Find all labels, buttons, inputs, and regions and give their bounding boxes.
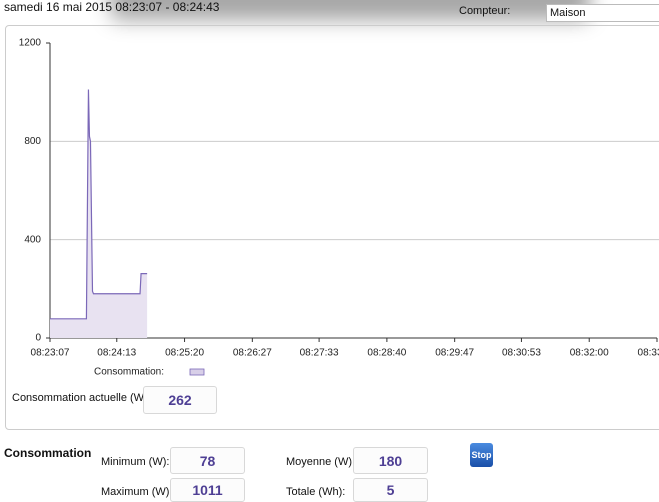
x-tick-label: 08:28:40 (367, 348, 406, 359)
stat-label: Minimum (W): (101, 456, 170, 468)
y-tick-label: 1200 (19, 38, 42, 49)
x-tick-label: 08:23:07 (31, 348, 70, 359)
overlay-shadow (110, 0, 590, 20)
legend-label: Consommation: (94, 367, 164, 378)
chart-panel (5, 25, 659, 430)
x-tick-label: 08:26:27 (233, 348, 272, 359)
x-tick-label: 08:29:47 (435, 348, 474, 359)
stat-value: 180 (353, 447, 428, 474)
x-tick-label: 08:24:13 (97, 348, 136, 359)
counter-label: Compteur: (459, 5, 511, 17)
stat-value: 5 (353, 478, 428, 502)
stat-label: Moyenne (W): (286, 456, 356, 468)
stat-value: 78 (170, 447, 245, 474)
stop-button[interactable]: Stop (470, 443, 493, 467)
counter-input[interactable]: Maison (546, 4, 659, 22)
y-tick-label: 400 (24, 234, 41, 245)
x-tick-label: 08:32:00 (570, 348, 609, 359)
page-title: samedi 16 mai 2015 08:23:07 - 08:24:43 (4, 0, 220, 14)
current-label: Consommation actuelle (W): (12, 392, 151, 404)
stat-value: 1011 (170, 478, 245, 502)
stat-label: Totale (Wh): (286, 486, 346, 498)
y-tick-label: 800 (24, 136, 41, 147)
x-tick-label: 08:27:33 (300, 348, 339, 359)
x-tick-label: 08:30:53 (502, 348, 541, 359)
x-tick-label: 08:25:20 (165, 348, 204, 359)
current-value: 262 (143, 386, 217, 414)
y-tick-label: 0 (35, 333, 41, 344)
line (50, 89, 148, 320)
stats-title: Consommation (4, 446, 92, 460)
area (50, 89, 148, 339)
legend-swatch (189, 368, 205, 376)
chart: 0 400 800 1200 08:23:07 08:24:13 08:25:20 08:26… (19, 38, 659, 378)
stat-label: Maximum (W): (101, 486, 173, 498)
x-tick-label: 08:33:07 (638, 348, 659, 359)
